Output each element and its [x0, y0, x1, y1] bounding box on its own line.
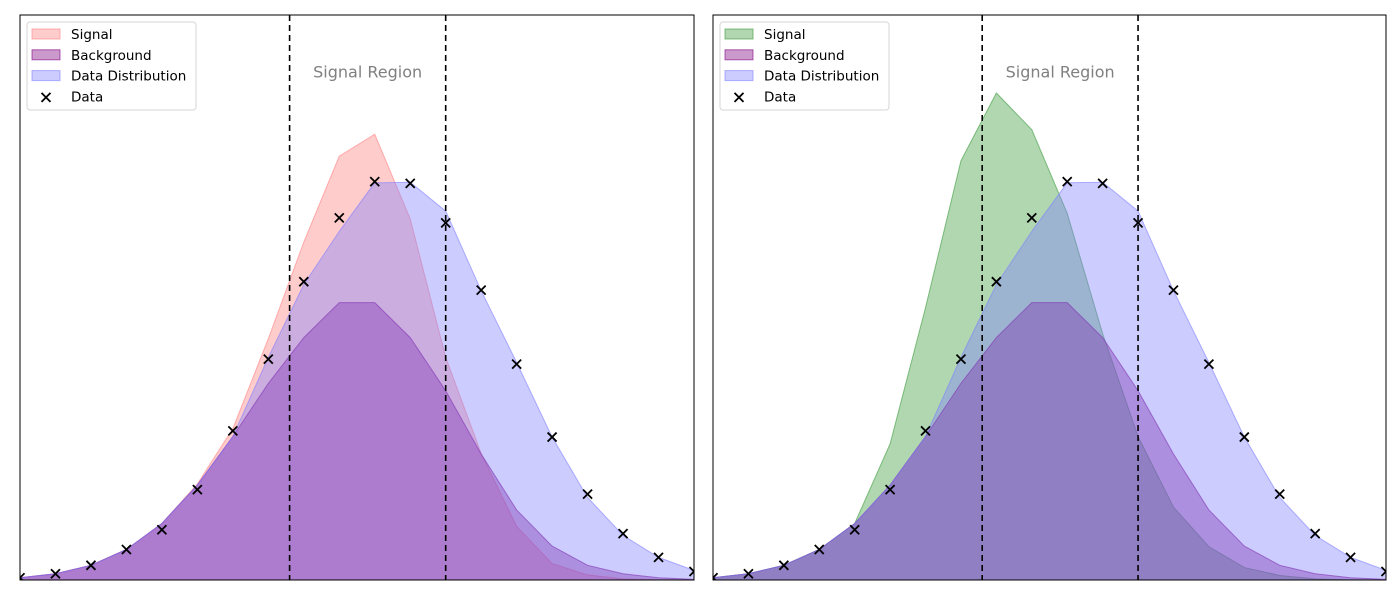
legend-label-background: Background	[71, 48, 152, 64]
legend-marker-data	[40, 92, 52, 103]
data-point	[1310, 528, 1321, 539]
signal-region-label: Signal Region	[313, 63, 422, 82]
data-point	[263, 353, 274, 365]
data-point	[1097, 178, 1108, 189]
data-point	[1026, 212, 1037, 223]
data-point	[884, 484, 896, 495]
data-point	[743, 568, 754, 579]
data-point	[920, 425, 931, 436]
data-point	[85, 560, 97, 571]
data-point	[227, 425, 238, 436]
legend-label-data: Data	[71, 89, 103, 105]
plot-area	[20, 133, 694, 580]
data-point	[440, 217, 451, 229]
data-point	[511, 359, 522, 370]
data-point	[688, 566, 694, 577]
data-point	[814, 544, 825, 555]
data-point	[653, 552, 664, 563]
legend-label-data: Data	[764, 89, 796, 105]
data-point	[582, 488, 593, 500]
legend: Signal Background Data Distribution Data	[26, 21, 197, 111]
data-point	[20, 572, 26, 580]
legend-swatch-background	[31, 49, 61, 61]
data-point	[298, 276, 309, 287]
legend-swatch-data-distribution	[31, 70, 61, 82]
data-point	[1239, 431, 1250, 443]
plot-area	[713, 92, 1386, 580]
data-point	[476, 285, 487, 296]
data-distribution-area	[20, 181, 694, 580]
legend-box	[719, 21, 890, 111]
data-point	[546, 431, 558, 443]
data-point	[369, 176, 380, 187]
data-point	[1345, 552, 1356, 563]
data-point	[955, 353, 967, 365]
data-point	[1168, 285, 1179, 296]
legend-label-data-distribution: Data Distribution	[71, 69, 186, 85]
legend-label-signal: Signal	[764, 27, 805, 43]
signal-region-label: Signal Region	[1006, 63, 1115, 82]
data-point	[50, 568, 61, 579]
data-point	[991, 276, 1002, 287]
data-point	[1380, 566, 1386, 577]
data-distribution-area	[713, 181, 1386, 580]
data-point	[1062, 176, 1073, 187]
axes-frame	[19, 14, 695, 581]
axes-frame	[712, 14, 1387, 581]
data-point	[121, 544, 132, 555]
legend-swatch-signal	[724, 28, 754, 40]
data-point	[617, 528, 629, 539]
legend-box	[26, 21, 197, 111]
legend-swatch-signal	[31, 28, 61, 40]
data-point	[778, 560, 789, 571]
legend-label-data-distribution: Data Distribution	[764, 69, 879, 85]
data-point	[156, 524, 168, 535]
data-point	[1203, 359, 1215, 370]
data-point	[1274, 488, 1285, 500]
legend-label-signal: Signal	[71, 27, 112, 43]
data-point	[1132, 217, 1144, 229]
data-point	[405, 178, 416, 189]
legend-swatch-data-distribution	[724, 70, 754, 82]
legend-swatch-background	[724, 49, 754, 61]
legend-label-background: Background	[764, 48, 845, 64]
legend: Signal Background Data Distribution Data	[719, 21, 890, 111]
chart-panel-2: Signal Region Signal Background Data Distri…	[712, 14, 1387, 581]
chart-panel-1: Signal Region Signal Background Data Distri…	[19, 14, 695, 581]
data-point	[192, 484, 203, 495]
data-point	[334, 212, 345, 223]
legend-marker-data	[733, 92, 745, 103]
data-point	[849, 524, 860, 535]
data-point	[713, 572, 719, 580]
